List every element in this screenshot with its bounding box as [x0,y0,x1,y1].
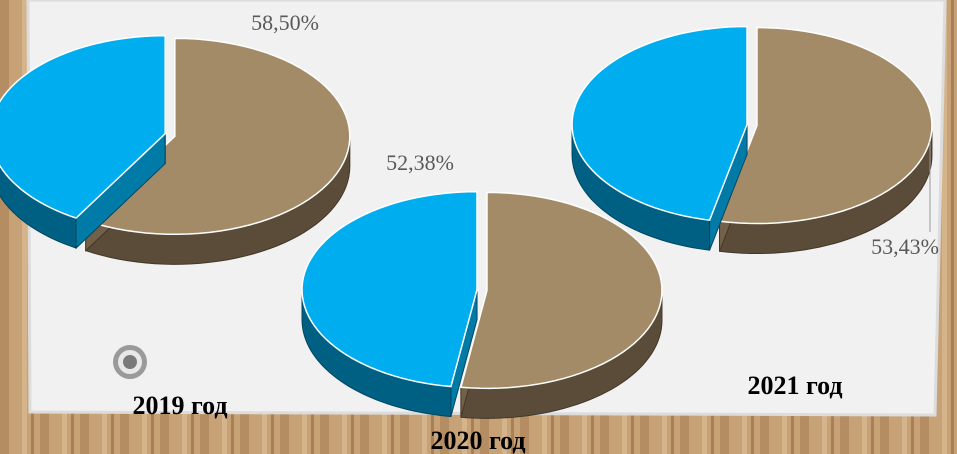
data-label: 58,50% [251,10,319,35]
data-label: 53,43% [871,234,939,259]
slide: 58,50% 2019 год 52,38% 2020 год 53,43% 2021 г… [0,0,957,454]
chart-title: 2021 год [747,371,842,400]
chart-title: 2019 год [132,391,227,420]
chart-title: 2020 год [430,426,525,454]
data-label: 52,38% [386,150,454,175]
ring [113,345,147,379]
